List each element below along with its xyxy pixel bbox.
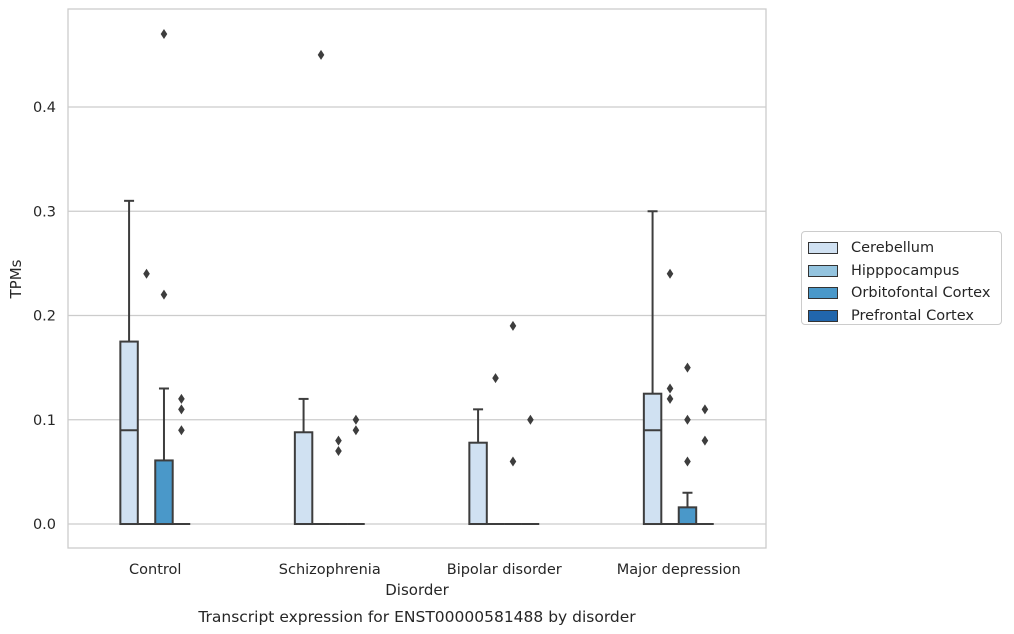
plot-frame	[67, 8, 767, 549]
legend-item: Orbitofontal Cortex	[808, 282, 1001, 305]
outlier-point	[143, 268, 150, 279]
box-prefrontal-cortex	[172, 393, 191, 526]
outlier-point	[509, 456, 517, 467]
box-body	[642, 392, 663, 526]
outlier-point	[701, 435, 709, 446]
box-body	[119, 340, 139, 526]
outlier-point	[509, 320, 517, 331]
legend-label: Cerebellum	[851, 240, 935, 257]
box-prefrontal-cortex	[696, 404, 714, 526]
legend-swatch	[808, 309, 838, 322]
box-hipppocampus	[486, 373, 505, 526]
box-cerebellum	[119, 199, 139, 526]
legend-label: Prefrontal Cortex	[851, 307, 974, 324]
legend-swatch	[808, 264, 838, 277]
outlier-point	[178, 404, 185, 415]
outlier-point	[666, 268, 674, 279]
box-orbitofontal-cortex	[154, 29, 174, 526]
outlier-point	[178, 393, 185, 404]
box-cerebellum	[468, 408, 488, 526]
box-cerebellum	[642, 210, 663, 526]
outlier-point	[666, 393, 674, 404]
legend: Cerebellum Hipppocampus Orbitofontal Corte…	[801, 231, 1002, 325]
outlier-point	[178, 425, 185, 436]
x-tick-label: Bipolar disorder	[447, 562, 562, 578]
outlier-point	[160, 289, 168, 300]
box-cerebellum	[293, 397, 314, 526]
x-axis-label: Disorder	[385, 581, 449, 599]
x-tick-label: Major depression	[617, 562, 741, 578]
outlier-point	[492, 373, 499, 384]
outlier-point	[684, 414, 691, 425]
outlier-point	[684, 456, 691, 467]
box-prefrontal-cortex	[347, 414, 365, 526]
box-orbitofontal-cortex	[504, 320, 522, 526]
outlier-point	[317, 49, 325, 60]
box-body	[677, 506, 698, 526]
outlier-point	[335, 435, 342, 446]
legend-item: Prefrontal Cortex	[808, 305, 1001, 328]
outlier-point	[352, 414, 360, 425]
legend-swatch	[808, 287, 838, 300]
outlier-point	[335, 446, 342, 457]
box-hipppocampus	[137, 268, 156, 526]
chart-title: Transcript expression for ENST0000058148…	[197, 608, 636, 626]
box-prefrontal-cortex	[521, 414, 540, 526]
box-orbitofontal-cortex	[677, 362, 698, 526]
outlier-point	[160, 29, 168, 40]
box-body	[154, 459, 174, 526]
y-tick-label: 0.1	[33, 413, 56, 429]
outlier-point	[684, 362, 691, 373]
x-tick-label: Control	[129, 562, 181, 578]
legend-label: Orbitofontal Cortex	[851, 285, 991, 302]
legend-swatch	[808, 242, 838, 255]
y-tick-label: 0.3	[33, 204, 56, 220]
legend-label: Hipppocampus	[851, 262, 960, 279]
outlier-point	[666, 383, 674, 394]
legend-item: Cerebellum	[808, 237, 1001, 260]
outlier-point	[527, 414, 534, 425]
box-body	[468, 441, 488, 526]
y-tick-labels: 0.0 0.1 0.2 0.3 0.4	[33, 100, 56, 533]
outlier-point	[352, 425, 360, 436]
box-hipppocampus	[312, 49, 330, 526]
y-tick-label: 0.0	[33, 517, 56, 533]
box-groups	[119, 29, 714, 526]
y-axis-label: TPMs	[7, 259, 25, 299]
x-tick-labels: Control Schizophrenia Bipolar disorder Majo…	[129, 562, 741, 578]
box-orbitofontal-cortex	[329, 435, 348, 526]
y-tick-label: 0.2	[33, 309, 56, 325]
y-tick-label: 0.4	[33, 100, 56, 116]
box-hipppocampus	[661, 268, 679, 526]
outlier-point	[701, 404, 709, 415]
legend-item: Hipppocampus	[808, 260, 1001, 283]
box-body	[293, 431, 314, 526]
x-tick-label: Schizophrenia	[279, 562, 381, 578]
